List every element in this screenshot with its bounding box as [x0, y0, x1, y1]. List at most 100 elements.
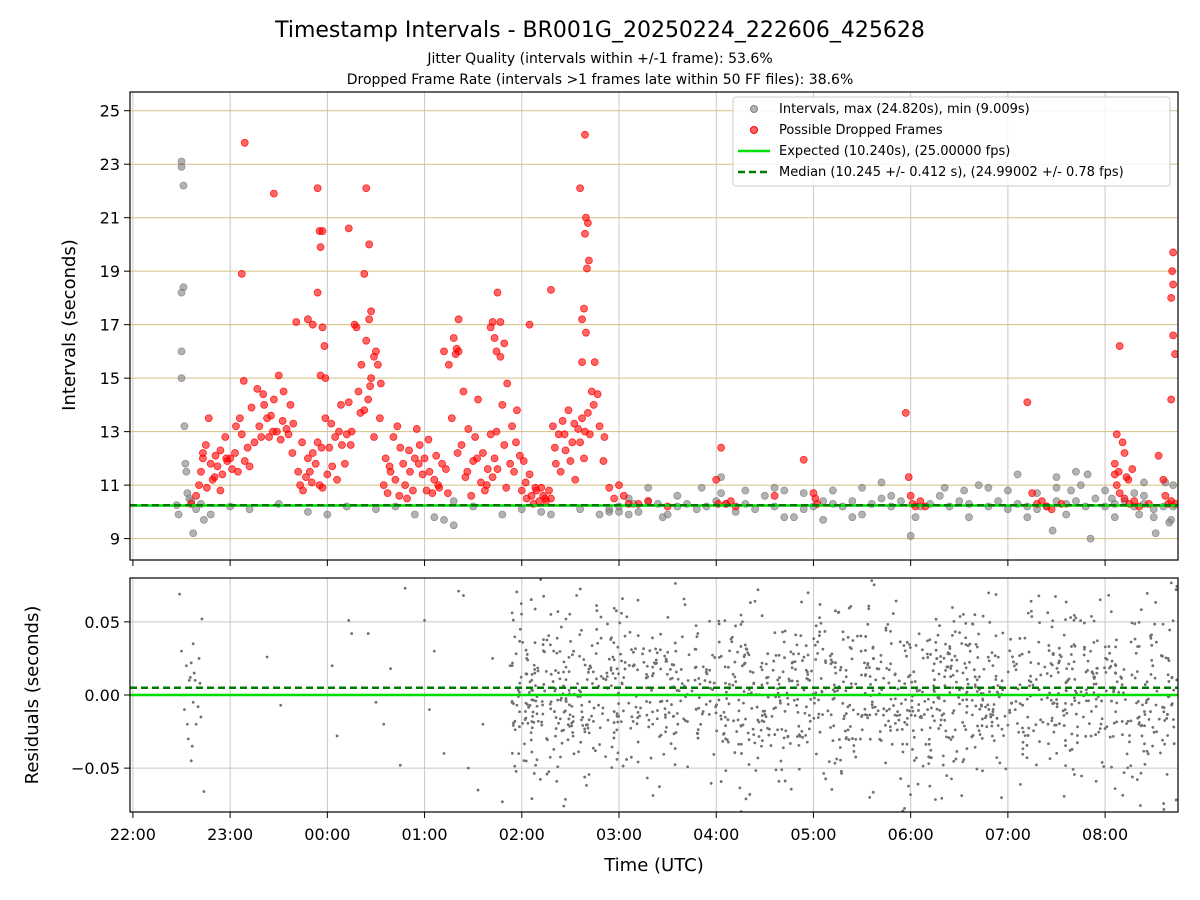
residual-point [964, 636, 968, 640]
interval-point [177, 157, 186, 166]
residual-point [1021, 747, 1025, 751]
interval-point [960, 486, 969, 495]
residual-point [500, 800, 504, 804]
residual-point [739, 645, 743, 648]
residual-point [829, 726, 832, 729]
residual-point [648, 700, 652, 704]
x-tick-label: 01:00 [402, 825, 448, 844]
residual-point [791, 660, 795, 664]
dropped-frame-point [243, 443, 252, 452]
residual-point [612, 736, 616, 740]
interval-point [790, 513, 798, 522]
residual-point [673, 747, 677, 750]
residual-point [1043, 665, 1047, 669]
dropped-frame-point [438, 459, 446, 468]
residual-point [609, 666, 613, 670]
dropped-frame-point [278, 417, 287, 425]
residual-point [968, 660, 971, 664]
residual-point [618, 621, 622, 625]
residual-point [993, 654, 997, 658]
residual-point [1028, 684, 1031, 688]
residual-point [841, 638, 845, 641]
residual-point [1084, 688, 1088, 692]
residual-point [822, 771, 826, 775]
dropped-frame-point [379, 481, 388, 490]
residual-point [736, 650, 739, 654]
residual-point [1111, 734, 1115, 738]
residual-point [566, 738, 570, 742]
top-y-axis-label: Intervals (seconds) [59, 239, 80, 411]
residual-point [1083, 647, 1086, 651]
residual-point [708, 680, 712, 684]
residual-point [510, 664, 514, 668]
residual-point [739, 623, 743, 626]
dropped-frame-point [459, 387, 468, 396]
residual-point [814, 691, 818, 695]
residual-point [894, 599, 898, 603]
residual-point [616, 715, 620, 718]
residual-point [620, 659, 623, 663]
dropped-frame-point [304, 315, 312, 324]
interval-point [624, 510, 633, 519]
dropped-frame-point [506, 459, 515, 468]
residual-point [552, 747, 556, 751]
dropped-frame-point [558, 417, 567, 425]
residual-point [813, 696, 816, 700]
residual-point [604, 755, 607, 759]
residual-point [1025, 756, 1029, 760]
chart-subtitle-dropped: Dropped Frame Rate (intervals >1 frames … [347, 72, 854, 88]
residual-point [871, 689, 875, 692]
residual-point [200, 617, 204, 621]
residual-point [1087, 699, 1090, 703]
residual-point [928, 784, 932, 788]
residual-point [549, 672, 553, 676]
residual-point [1103, 727, 1107, 731]
residual-point [737, 742, 741, 746]
residual-point [192, 671, 196, 675]
residual-point [856, 634, 859, 638]
residual-point [532, 772, 536, 775]
residual-point [961, 671, 965, 675]
residual-point [797, 652, 801, 656]
residual-point [944, 668, 947, 672]
residual-point [733, 751, 737, 754]
residual-point [1169, 581, 1173, 585]
residual-point [595, 677, 598, 681]
residual-point [941, 763, 945, 767]
residual-point [1032, 729, 1035, 733]
residual-point [636, 634, 640, 638]
residual-point [913, 680, 917, 683]
residual-point [820, 690, 824, 694]
residual-point [819, 677, 823, 680]
residual-point [193, 678, 197, 682]
dropped-frame-point [338, 441, 346, 449]
residual-point [1031, 683, 1035, 687]
residual-point [724, 724, 728, 728]
residual-point [729, 637, 733, 641]
residual-point [1115, 701, 1119, 705]
residual-point [908, 709, 912, 713]
dropped-frame-point [376, 379, 385, 388]
residual-point [1014, 668, 1018, 672]
residual-point [658, 648, 662, 652]
interval-point [1013, 470, 1022, 479]
dropped-frame-point [385, 462, 394, 471]
residual-point [1039, 718, 1042, 722]
residual-point [1065, 680, 1069, 683]
residual-point [1151, 725, 1155, 729]
dropped-frame-point [513, 406, 521, 415]
residual-point [610, 684, 613, 688]
residual-point [783, 709, 787, 713]
residual-point [548, 643, 552, 647]
residual-point [776, 678, 780, 682]
residual-point [588, 664, 592, 668]
top-frame [129, 91, 1179, 561]
residual-point [828, 654, 832, 658]
residual-point [736, 718, 740, 722]
residual-point [665, 699, 669, 703]
residual-point [533, 671, 537, 675]
dropped-frame-point [250, 438, 259, 447]
residual-point [1109, 664, 1113, 668]
residual-point [735, 730, 739, 733]
residual-point [911, 747, 914, 751]
